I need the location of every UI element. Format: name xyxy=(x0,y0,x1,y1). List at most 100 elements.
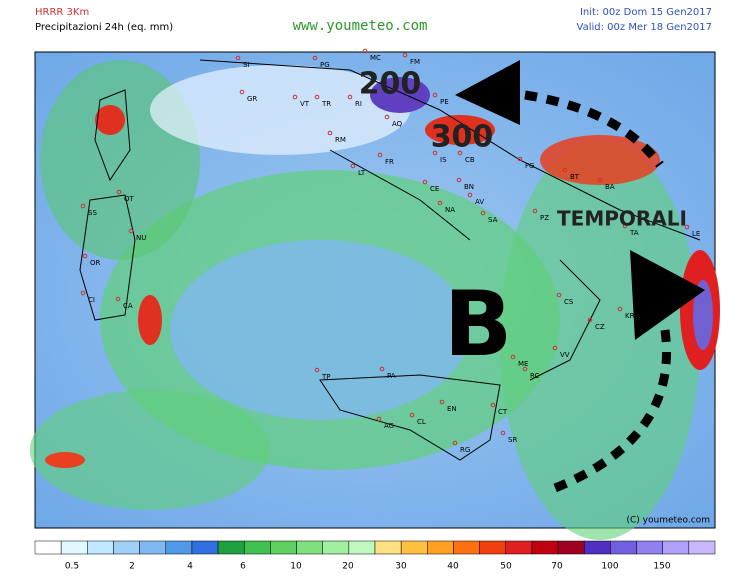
place-dot xyxy=(522,366,528,372)
place-dot xyxy=(587,317,593,323)
place-dot xyxy=(552,345,558,351)
place-label: TR xyxy=(321,100,331,108)
place-dot xyxy=(128,228,134,234)
colorbar-swatch xyxy=(662,540,690,555)
place-label: PE xyxy=(440,98,449,106)
place-label: FM xyxy=(410,58,420,66)
place-label: PA xyxy=(387,372,396,380)
place-label: RG xyxy=(460,446,470,454)
place-dot xyxy=(510,354,516,360)
place-dot xyxy=(402,52,408,58)
place-dot xyxy=(597,177,603,183)
place-dot xyxy=(239,89,245,95)
place-dot xyxy=(314,94,320,100)
place-dot xyxy=(292,94,298,100)
colorbar-swatch xyxy=(270,540,297,555)
place-dot xyxy=(457,150,463,156)
colorbar-label: 40 xyxy=(447,562,459,572)
copyright: (C) youmeteo.com xyxy=(626,516,710,526)
colorbar: 0.5 2 4 6 10 20 30 40 50 70 100 150 xyxy=(34,540,716,572)
place-label: KR xyxy=(625,312,635,320)
place-dot xyxy=(327,130,333,136)
colorbar-swatch xyxy=(348,540,376,555)
colorbar-swatch xyxy=(87,540,114,555)
colorbar-swatch xyxy=(479,540,507,555)
place-dot xyxy=(432,92,438,98)
place-label: FG xyxy=(525,162,534,170)
place-label: SR xyxy=(508,436,517,444)
place-dot xyxy=(82,253,88,259)
place-label: VV xyxy=(560,351,570,359)
place-label: PG xyxy=(320,61,330,69)
place-label: TP xyxy=(321,373,331,381)
colorbar-swatch xyxy=(60,540,88,555)
place-label: CI xyxy=(88,296,95,304)
place-dot xyxy=(115,296,121,302)
place-label: BN xyxy=(464,183,474,191)
place-dot xyxy=(312,55,318,61)
colorbar-swatch xyxy=(427,540,454,555)
colorbar-swatch xyxy=(191,540,219,555)
colorbar-label: 150 xyxy=(653,562,670,572)
colorbar-swatch xyxy=(400,540,428,555)
colorbar-swatch xyxy=(688,540,716,555)
colorbar-swatch xyxy=(217,540,245,555)
init-time: Init: 00z Dom 15 Gen2017 xyxy=(580,7,712,18)
place-dot xyxy=(684,224,690,230)
colorbar-label: 6 xyxy=(240,562,246,572)
place-dot xyxy=(532,208,538,214)
place-dot xyxy=(480,210,486,216)
map: SI PG GR VT TR RI AQ MC FM PE RM FR LT IS CB FG CE BN NA AV… xyxy=(30,48,720,540)
place-dot xyxy=(452,440,458,446)
place-label: ME xyxy=(518,360,528,368)
colorbar-label: 20 xyxy=(342,562,354,572)
place-dot xyxy=(439,399,445,405)
place-label: CE xyxy=(430,185,439,193)
place-label: LT xyxy=(358,169,366,177)
place-label: SI xyxy=(243,61,250,69)
colorbar-swatch xyxy=(296,540,323,555)
place-dot xyxy=(562,167,568,173)
place-label: VT xyxy=(300,100,310,108)
colorbar-label: 70 xyxy=(551,562,563,572)
place-dot xyxy=(409,412,415,418)
place-label: BA xyxy=(605,183,615,191)
place-dot xyxy=(456,177,462,183)
colorbar-swatch xyxy=(531,540,559,555)
colorbar-swatch xyxy=(583,540,611,555)
place-label: EN xyxy=(447,405,457,413)
colorbar-label: 50 xyxy=(500,562,512,572)
annotation: TEMPORALI xyxy=(557,207,687,231)
place-dot xyxy=(617,306,623,312)
colorbar-label: 30 xyxy=(395,562,407,572)
colorbar-label: 2 xyxy=(129,562,135,572)
place-label: OR xyxy=(90,259,101,267)
place-label: RM xyxy=(335,136,346,144)
colorbar-swatch xyxy=(165,540,193,555)
place-dot xyxy=(235,55,241,61)
place-dot xyxy=(362,48,368,54)
colorbar-swatch xyxy=(113,540,140,555)
place-dot xyxy=(80,203,86,209)
low-pressure-label: B xyxy=(444,272,513,377)
place-dot xyxy=(622,223,628,229)
place-dot xyxy=(432,150,438,156)
place-dot xyxy=(376,416,382,422)
colorbar-swatch xyxy=(243,540,271,555)
place-dot xyxy=(437,200,443,206)
place-label: GR xyxy=(247,95,257,103)
place-label: CS xyxy=(564,298,574,306)
colorbar-swatch xyxy=(636,540,663,555)
place-label: BT xyxy=(570,173,580,181)
place-dot xyxy=(490,402,496,408)
place-dot xyxy=(384,114,390,120)
place-label: CA xyxy=(123,302,133,310)
colorbar-swatch xyxy=(34,540,62,555)
place-label: AV xyxy=(475,198,484,206)
place-dot xyxy=(422,179,428,185)
valid-time: Valid: 00z Mer 18 Gen2017 xyxy=(577,22,712,33)
colorbar-label: 10 xyxy=(290,562,302,572)
colorbar-swatch xyxy=(322,540,350,555)
colorbar-label: 0.5 xyxy=(65,562,79,572)
